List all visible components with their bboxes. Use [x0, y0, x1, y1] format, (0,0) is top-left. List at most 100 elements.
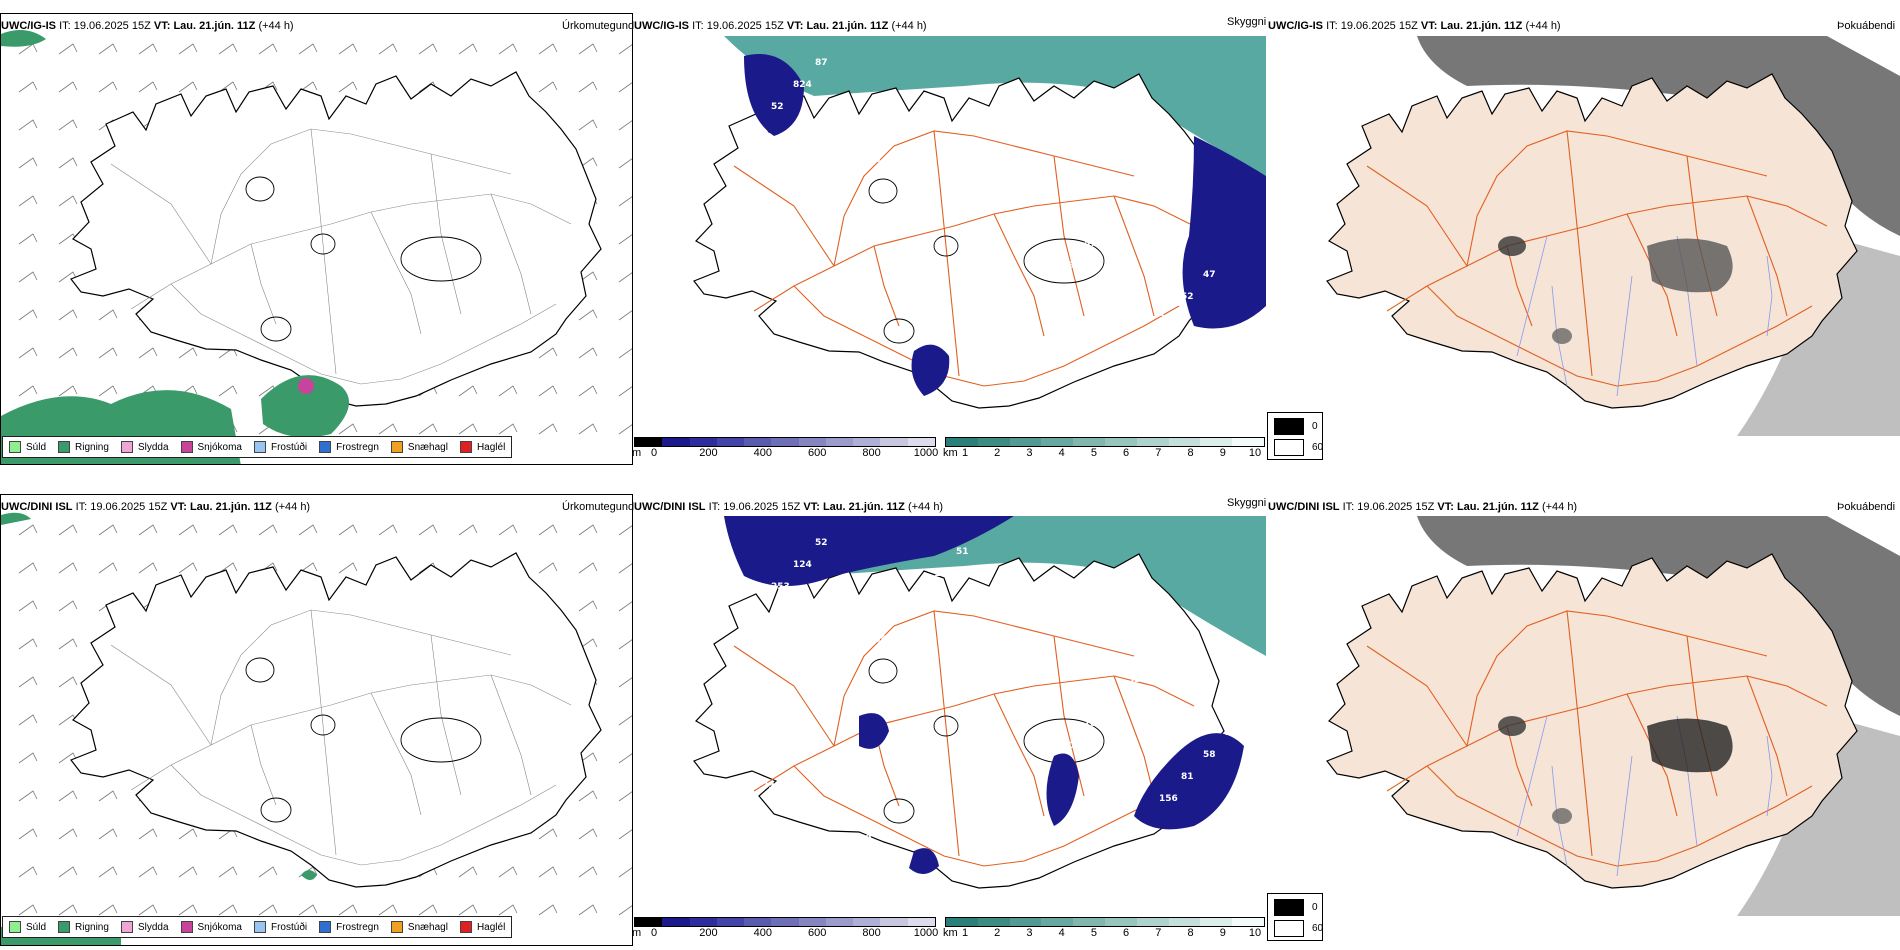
legend-item: Slydda [120, 921, 169, 933]
cloud-base-label: 164 [912, 591, 931, 601]
legend-label: Frostregn [336, 921, 379, 933]
legend-label: Haglél [476, 921, 506, 933]
colorbar-tick: 1 [961, 447, 969, 459]
coastline [70, 71, 602, 407]
wind-barb [458, 385, 478, 397]
colorbar-bin [1104, 438, 1137, 446]
colorbar-bin [853, 438, 881, 446]
precip-legend-row1: Súld Rigning Slydda Snjókoma Frostúði Frostre… [2, 916, 513, 938]
colorbar-swatches [945, 917, 1265, 927]
colorbar-tick: 9 [1219, 447, 1226, 459]
cloud-base-colorbar-row1: m 0 200 400 600 800 1000 [632, 917, 938, 939]
wind-barb [58, 638, 78, 650]
wind-barb [578, 385, 598, 397]
iceland-map [70, 552, 602, 888]
wind-barb [618, 196, 632, 207]
wind-barb [498, 866, 518, 878]
glacier-outline [868, 658, 898, 684]
low-cloud-area [859, 713, 889, 749]
wind-barb [218, 385, 238, 397]
wind-barb [218, 866, 238, 878]
colorbar-bin [716, 438, 745, 446]
cloud-base-label: 56 [1053, 600, 1066, 610]
cloud-base-label: 359 [1128, 675, 1147, 685]
wind-barb [58, 904, 78, 916]
colorbar-tick: 2 [994, 447, 1001, 459]
colorbar-bin [1232, 918, 1264, 926]
wind-barb [98, 309, 118, 321]
fog-area [1498, 716, 1526, 736]
colorbar-bin [1200, 918, 1233, 926]
colorbar-bin [946, 438, 978, 446]
cloud-base-label: 185 [1084, 719, 1103, 729]
cloud-base-label: 253 [771, 582, 790, 592]
river-line [1516, 715, 1548, 837]
fog-key-row0: 0 60 [1267, 412, 1323, 460]
visibility-map-row1: 288 253 255 225 206 156 137 124 169 161 185 81 33 52 1… [674, 516, 1266, 889]
cloud-base-label: 137 [696, 847, 715, 857]
wind-barb [338, 904, 358, 916]
wind-barb [18, 676, 38, 688]
wind-barb [18, 347, 38, 359]
visibility-panel-row1: 288 253 255 225 206 156 137 124 169 161 185 81 33 52 1… [634, 516, 1266, 916]
cloud-base-label: 255 [868, 635, 887, 645]
colorbar-tick: 6 [1123, 927, 1130, 939]
wind-barb [18, 157, 38, 169]
wind-barb [18, 866, 38, 878]
visibility-colorbar-row1: km 1 2 3 4 5 6 7 8 9 10 [943, 917, 1265, 939]
wind-barb [58, 119, 78, 131]
visibility-colorbar-row0: km 1 2 3 4 5 6 7 8 9 10 [943, 437, 1265, 459]
wind-barb [138, 81, 158, 93]
cloud-base-label: 69 [890, 133, 903, 143]
wind-barb [298, 562, 318, 574]
fog-key-swatch [1274, 439, 1304, 456]
wind-barb [258, 866, 278, 878]
glacier-outline [245, 176, 275, 202]
road-line [1366, 645, 1468, 747]
cloud-base-label: 225 [965, 688, 984, 698]
colorbar-tick: 5 [1090, 447, 1097, 459]
cloud-base-label: 149 [837, 856, 856, 866]
cloud-base-label: 50 [1106, 697, 1119, 707]
wind-barb [418, 904, 438, 916]
legend-label: Frostúði [270, 441, 308, 453]
river-line [1516, 235, 1548, 357]
wind-barb [538, 347, 558, 359]
road-line [490, 674, 532, 796]
wind-barb [58, 43, 78, 55]
low-cloud-area [1046, 753, 1079, 826]
road-line [1053, 155, 1085, 317]
panel-title: Þokuábendi [1837, 501, 1896, 513]
cloud-base-label: 124 [793, 560, 812, 570]
colorbar-swatches [634, 437, 936, 447]
colorbar-bin [771, 438, 799, 446]
header-row1-p2: UWC/DINI ISL IT: 19.06.2025 15Z VT: Lau.… [634, 501, 944, 513]
river-line [1616, 755, 1633, 877]
rain-area [1, 30, 46, 47]
cloud-base-label: 714 [987, 186, 1006, 196]
wind-barb [338, 81, 358, 93]
legend-label: Rigning [75, 441, 109, 453]
legend-swatch [390, 921, 403, 933]
road-line [833, 130, 1135, 267]
panel-title: Skyggni [1227, 497, 1267, 509]
low-cloud-area [911, 344, 950, 396]
fog-key-label: 60 [1312, 923, 1324, 934]
wind-barb [98, 790, 118, 802]
wind-barb [18, 904, 38, 916]
wind-barb [98, 904, 118, 916]
fog-key-swatch [1274, 899, 1304, 916]
colorbar-bin [1009, 438, 1042, 446]
wind-barb [458, 43, 478, 55]
fog-key-row: 0 [1274, 899, 1318, 916]
wind-barb [58, 195, 78, 207]
wind-barb [98, 43, 118, 55]
road-line [130, 674, 572, 791]
colorbar-bin [744, 918, 772, 926]
wind-barb [138, 828, 158, 840]
road-line [993, 693, 1045, 817]
colorbar-swatches [945, 437, 1265, 447]
wind-barb [178, 904, 198, 916]
wind-barb [578, 790, 598, 802]
colorbar-bin [662, 918, 690, 926]
